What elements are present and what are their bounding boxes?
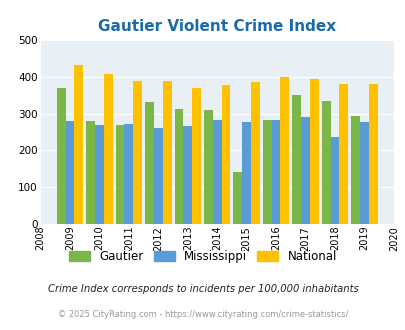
Bar bbox=[292, 95, 301, 224]
Bar bbox=[74, 65, 83, 224]
Bar bbox=[192, 88, 200, 224]
Bar bbox=[280, 77, 289, 224]
Bar bbox=[233, 172, 242, 224]
Bar bbox=[133, 81, 142, 224]
Bar bbox=[145, 102, 153, 224]
Bar bbox=[212, 120, 221, 224]
Bar bbox=[301, 117, 309, 224]
Bar bbox=[153, 128, 162, 224]
Bar bbox=[330, 137, 339, 224]
Text: Crime Index corresponds to incidents per 100,000 inhabitants: Crime Index corresponds to incidents per… bbox=[47, 284, 358, 294]
Bar bbox=[309, 79, 318, 224]
Bar bbox=[359, 122, 368, 224]
Bar bbox=[95, 125, 104, 224]
Bar bbox=[203, 110, 212, 224]
Bar bbox=[57, 88, 66, 224]
Bar bbox=[242, 122, 250, 224]
Bar bbox=[183, 126, 192, 224]
Bar bbox=[66, 121, 74, 224]
Title: Gautier Violent Crime Index: Gautier Violent Crime Index bbox=[98, 19, 335, 34]
Bar bbox=[124, 124, 133, 224]
Bar bbox=[321, 101, 330, 224]
Bar bbox=[350, 116, 359, 224]
Legend: Gautier, Mississippi, National: Gautier, Mississippi, National bbox=[64, 245, 341, 268]
Text: © 2025 CityRating.com - https://www.cityrating.com/crime-statistics/: © 2025 CityRating.com - https://www.city… bbox=[58, 310, 347, 319]
Bar bbox=[115, 125, 124, 224]
Bar bbox=[271, 120, 280, 224]
Bar bbox=[221, 85, 230, 224]
Bar bbox=[262, 120, 271, 224]
Bar bbox=[174, 109, 183, 224]
Bar bbox=[104, 74, 113, 224]
Bar bbox=[339, 83, 347, 224]
Bar bbox=[368, 84, 377, 224]
Bar bbox=[86, 121, 95, 224]
Bar bbox=[162, 81, 171, 224]
Bar bbox=[250, 82, 259, 224]
